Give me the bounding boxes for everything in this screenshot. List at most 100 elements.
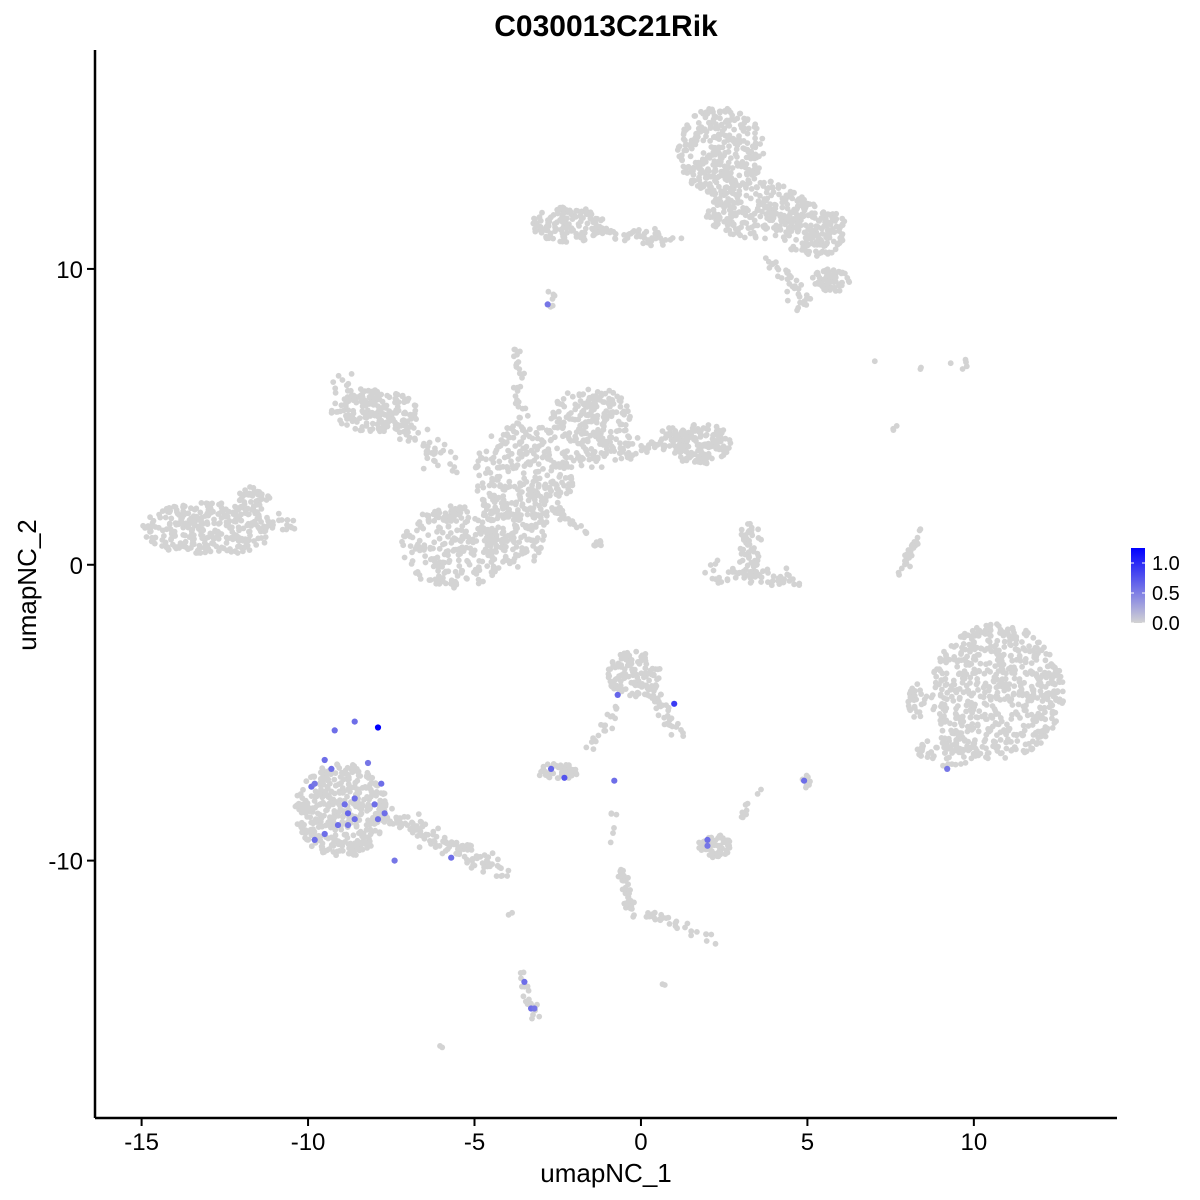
cell-point <box>697 180 704 187</box>
cell-point <box>312 793 319 799</box>
cell-point <box>516 414 523 421</box>
cell-point <box>238 536 244 542</box>
cell-point <box>970 750 977 757</box>
cell-point <box>284 522 290 528</box>
cell-point <box>710 144 717 151</box>
cell-point <box>589 225 595 232</box>
cell-point <box>941 744 947 751</box>
cell-point <box>412 545 419 552</box>
cell-point <box>1023 632 1030 639</box>
cell-point <box>983 702 990 708</box>
cell-point <box>729 165 736 171</box>
cell-point <box>566 474 573 481</box>
cell-point <box>1008 652 1014 659</box>
cell-point <box>510 546 516 553</box>
cell-point <box>703 460 710 467</box>
cell-point <box>317 776 324 782</box>
cell-point <box>623 656 629 663</box>
cell-point <box>539 209 545 216</box>
cell-point <box>500 505 506 512</box>
cell-point <box>353 823 360 830</box>
cell-point <box>837 235 844 242</box>
cell-point <box>447 461 453 467</box>
cell-point <box>677 447 684 453</box>
cell-point <box>1008 642 1014 649</box>
cell-point <box>484 542 491 548</box>
cell-point <box>547 492 553 499</box>
cell-point <box>453 518 460 524</box>
cell-point <box>480 484 487 491</box>
cell-point <box>608 810 615 817</box>
cell-point <box>415 811 422 817</box>
cell-point <box>206 504 213 511</box>
cell-point <box>629 441 636 447</box>
cell-point <box>832 274 839 281</box>
cell-point <box>332 827 339 833</box>
cell-point <box>710 567 717 574</box>
cell-point <box>996 681 1002 688</box>
cell-point <box>263 525 269 531</box>
cell-point <box>407 543 414 549</box>
cell-point <box>303 778 310 785</box>
cell-point <box>810 231 817 238</box>
cell-point <box>380 790 387 796</box>
cell-point <box>1004 626 1011 633</box>
cell-point <box>489 850 496 857</box>
cell-point <box>393 816 400 823</box>
cell-point <box>303 836 310 843</box>
cell-point <box>986 684 993 690</box>
cell-point <box>956 749 962 756</box>
cell-point <box>538 437 545 443</box>
cell-point <box>730 221 737 228</box>
cell-point <box>966 641 973 648</box>
cell-point <box>940 762 946 769</box>
cell-point <box>748 186 755 192</box>
cell-point <box>625 433 631 439</box>
cell-point <box>1037 688 1044 694</box>
cell-point <box>716 183 722 190</box>
cell-point <box>751 222 758 229</box>
cell-point <box>573 207 580 214</box>
cell-point <box>402 396 408 403</box>
cell-point <box>729 569 736 575</box>
cell-point <box>1028 745 1034 752</box>
cell-point <box>784 297 791 304</box>
cell-point <box>190 532 197 538</box>
expressing-cell-point <box>531 1005 538 1012</box>
cell-point <box>401 533 407 539</box>
cell-point <box>524 536 531 543</box>
cell-point <box>550 291 557 298</box>
cell-point <box>441 441 448 448</box>
cell-point <box>799 247 805 253</box>
cell-point <box>399 417 406 424</box>
cell-point <box>567 488 574 495</box>
cell-point <box>453 469 460 476</box>
cell-point <box>740 209 746 216</box>
cell-point <box>479 455 485 461</box>
cell-point <box>933 673 940 680</box>
cell-point <box>610 830 616 836</box>
cell-point <box>682 168 689 175</box>
cell-point <box>678 235 685 242</box>
cell-point <box>726 844 733 851</box>
cell-point <box>694 929 700 935</box>
cell-point <box>1009 702 1016 708</box>
cell-point <box>267 521 274 527</box>
cell-point <box>300 786 306 793</box>
cell-point <box>636 227 642 233</box>
cell-point <box>348 799 354 805</box>
cell-point <box>656 916 663 923</box>
cell-point <box>980 694 987 701</box>
cell-point <box>639 652 646 659</box>
cell-point <box>415 541 421 548</box>
cell-point <box>811 203 818 210</box>
cell-point <box>551 434 558 441</box>
cell-point <box>333 409 340 415</box>
legend-tick-label: 1.0 <box>1152 553 1180 575</box>
cell-point <box>521 532 528 539</box>
expressing-cell-point <box>321 830 328 838</box>
cell-point <box>583 744 590 751</box>
cell-point <box>929 692 936 698</box>
cell-point <box>680 431 686 438</box>
cell-point <box>402 422 409 428</box>
